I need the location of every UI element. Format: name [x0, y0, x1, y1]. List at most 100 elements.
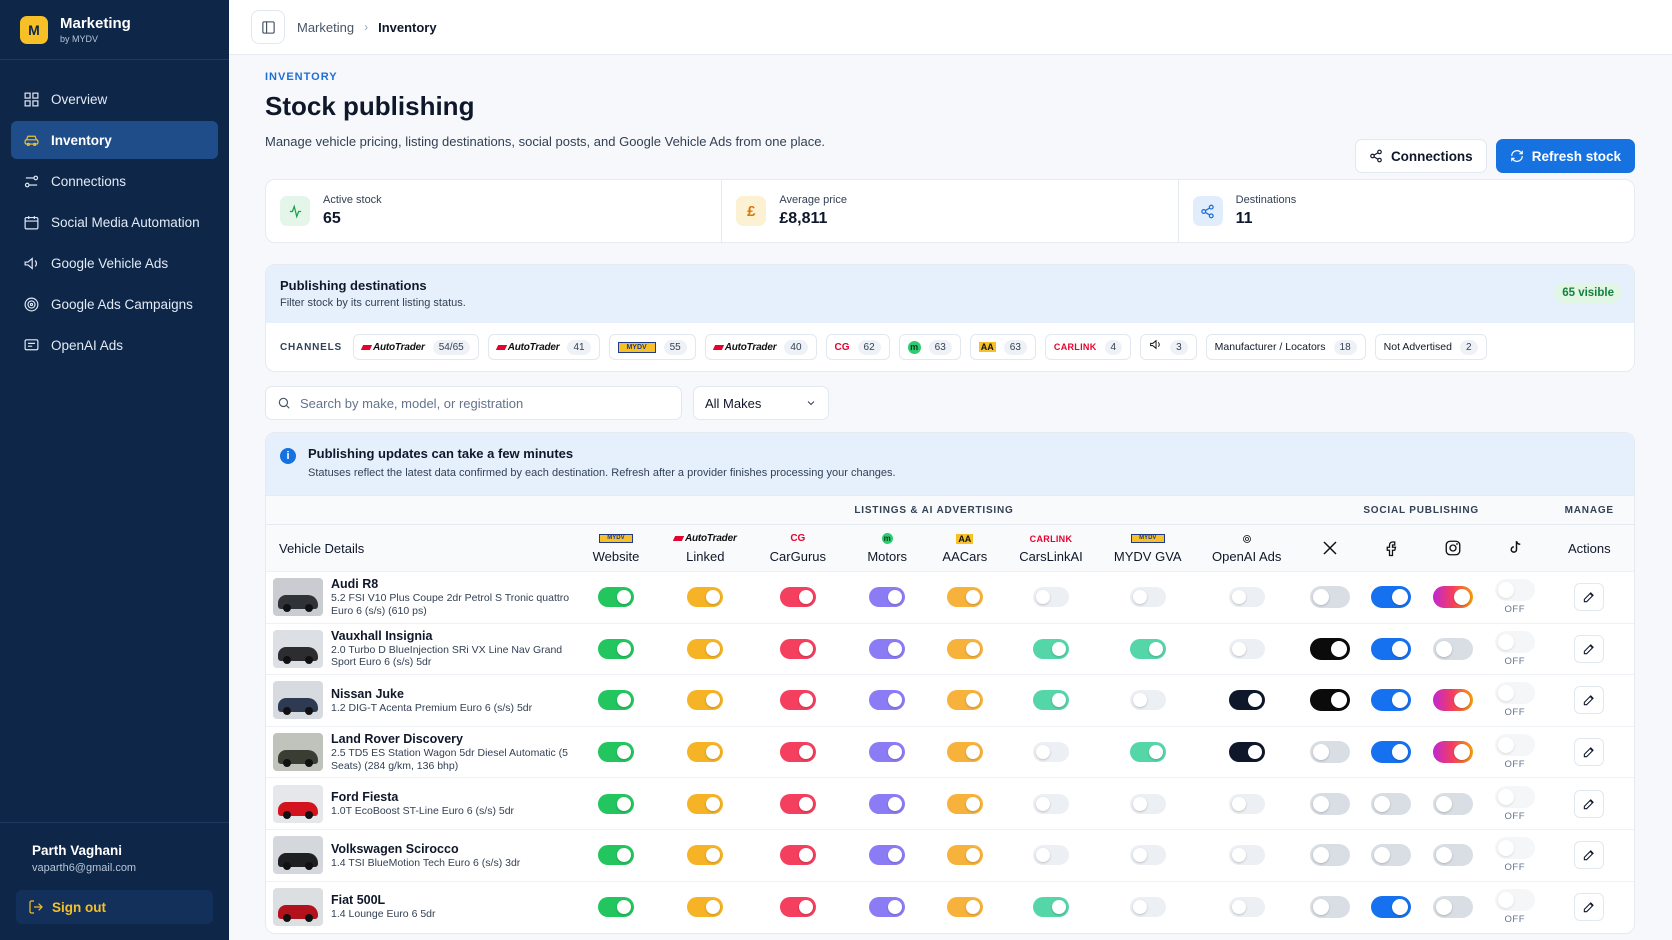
edit-button[interactable] — [1574, 738, 1605, 767]
vehicle-name[interactable]: Land Rover Discovery — [331, 732, 463, 747]
channel-chip[interactable]: MYDV 55 — [608, 334, 696, 360]
toggle-tiktok[interactable] — [1494, 734, 1535, 757]
toggle-linked[interactable] — [687, 587, 724, 608]
toggle-motors[interactable] — [869, 897, 906, 918]
toggle-facebook[interactable] — [1371, 586, 1412, 609]
sidebar-toggle-button[interactable] — [251, 10, 285, 44]
toggle-openai-ads[interactable] — [1228, 897, 1265, 918]
toggle-carslinkai[interactable] — [1032, 638, 1069, 659]
toggle-tiktok[interactable] — [1494, 682, 1535, 705]
toggle-mydv-gva[interactable] — [1129, 638, 1166, 659]
vehicle-name[interactable]: Ford Fiesta — [331, 789, 399, 804]
brand[interactable]: M Marketing by MYDV — [0, 0, 229, 60]
toggle-motors[interactable] — [869, 793, 906, 814]
toggle-tiktok[interactable] — [1494, 579, 1535, 602]
toggle-instagram[interactable] — [1433, 792, 1474, 815]
channel-chip[interactable]: CARLINK 4 — [1044, 334, 1132, 360]
toggle-x[interactable] — [1309, 741, 1350, 764]
toggle-motors[interactable] — [869, 845, 906, 866]
toggle-motors[interactable] — [869, 742, 906, 763]
connections-button[interactable]: Connections — [1354, 139, 1487, 173]
toggle-linked[interactable] — [687, 638, 724, 659]
sidebar-item-connections[interactable]: Connections — [11, 162, 218, 200]
toggle-cargurus[interactable] — [779, 845, 816, 866]
refresh-stock-button[interactable]: Refresh stock — [1495, 139, 1635, 173]
toggle-openai-ads[interactable] — [1228, 638, 1265, 659]
toggle-x[interactable] — [1309, 896, 1350, 919]
toggle-facebook[interactable] — [1371, 792, 1412, 815]
toggle-cargurus[interactable] — [779, 897, 816, 918]
edit-button[interactable] — [1574, 583, 1605, 612]
toggle-tiktok[interactable] — [1494, 889, 1535, 912]
channel-chip[interactable]: AutoTrader 40 — [704, 334, 817, 360]
toggle-linked[interactable] — [687, 845, 724, 866]
toggle-openai-ads[interactable] — [1228, 587, 1265, 608]
vehicle-name[interactable]: Nissan Juke — [331, 686, 404, 701]
toggle-tiktok[interactable] — [1494, 785, 1535, 808]
toggle-website[interactable] — [597, 638, 634, 659]
channel-chip[interactable]: AutoTrader 41 — [487, 334, 600, 360]
toggle-cargurus[interactable] — [779, 638, 816, 659]
channel-chip[interactable]: AutoTrader 54/65 — [352, 334, 479, 360]
toggle-facebook[interactable] — [1371, 689, 1412, 712]
toggle-x[interactable] — [1309, 637, 1350, 660]
toggle-cargurus[interactable] — [779, 793, 816, 814]
toggle-carslinkai[interactable] — [1032, 845, 1069, 866]
make-select[interactable]: All Makes — [693, 386, 829, 420]
toggle-aacars[interactable] — [946, 742, 983, 763]
toggle-aacars[interactable] — [946, 690, 983, 711]
toggle-mydv-gva[interactable] — [1129, 845, 1166, 866]
toggle-carslinkai[interactable] — [1032, 690, 1069, 711]
sidebar-item-google-vehicle-ads[interactable]: Google Vehicle Ads — [11, 244, 218, 282]
toggle-aacars[interactable] — [946, 587, 983, 608]
channel-chip[interactable]: 3 — [1140, 334, 1197, 360]
sidebar-item-overview[interactable]: Overview — [11, 80, 218, 118]
channel-chip[interactable]: Not Advertised 2 — [1374, 334, 1487, 360]
toggle-linked[interactable] — [687, 690, 724, 711]
toggle-motors[interactable] — [869, 690, 906, 711]
toggle-aacars[interactable] — [946, 793, 983, 814]
toggle-carslinkai[interactable] — [1032, 793, 1069, 814]
toggle-facebook[interactable] — [1371, 896, 1412, 919]
channel-chip[interactable]: Manufacturer / Locators 18 — [1205, 334, 1366, 360]
toggle-mydv-gva[interactable] — [1129, 793, 1166, 814]
toggle-x[interactable] — [1309, 586, 1350, 609]
edit-button[interactable] — [1574, 634, 1605, 663]
toggle-motors[interactable] — [869, 638, 906, 659]
edit-button[interactable] — [1574, 893, 1605, 922]
toggle-website[interactable] — [597, 793, 634, 814]
toggle-motors[interactable] — [869, 587, 906, 608]
toggle-openai-ads[interactable] — [1228, 793, 1265, 814]
toggle-instagram[interactable] — [1433, 741, 1474, 764]
toggle-carslinkai[interactable] — [1032, 587, 1069, 608]
sidebar-item-inventory[interactable]: Inventory — [11, 121, 218, 159]
sidebar-item-google-ads-campaigns[interactable]: Google Ads Campaigns — [11, 285, 218, 323]
toggle-instagram[interactable] — [1433, 844, 1474, 867]
vehicle-name[interactable]: Audi R8 — [331, 577, 379, 592]
toggle-website[interactable] — [597, 897, 634, 918]
toggle-cargurus[interactable] — [779, 587, 816, 608]
toggle-openai-ads[interactable] — [1228, 690, 1265, 711]
toggle-cargurus[interactable] — [779, 742, 816, 763]
toggle-x[interactable] — [1309, 844, 1350, 867]
search-field[interactable] — [265, 386, 682, 420]
toggle-carslinkai[interactable] — [1032, 742, 1069, 763]
toggle-x[interactable] — [1309, 689, 1350, 712]
toggle-instagram[interactable] — [1433, 689, 1474, 712]
sidebar-item-social-media-automation[interactable]: Social Media Automation — [11, 203, 218, 241]
toggle-linked[interactable] — [687, 897, 724, 918]
vehicle-name[interactable]: Volkswagen Scirocco — [331, 841, 459, 856]
toggle-website[interactable] — [597, 742, 634, 763]
toggle-instagram[interactable] — [1433, 896, 1474, 919]
toggle-tiktok[interactable] — [1494, 630, 1535, 653]
edit-button[interactable] — [1574, 789, 1605, 818]
toggle-facebook[interactable] — [1371, 844, 1412, 867]
edit-button[interactable] — [1574, 686, 1605, 715]
toggle-tiktok[interactable] — [1494, 837, 1535, 860]
toggle-facebook[interactable] — [1371, 637, 1412, 660]
toggle-linked[interactable] — [687, 742, 724, 763]
toggle-mydv-gva[interactable] — [1129, 587, 1166, 608]
search-input[interactable] — [300, 395, 660, 411]
toggle-mydv-gva[interactable] — [1129, 742, 1166, 763]
breadcrumb-parent[interactable]: Marketing — [297, 19, 355, 35]
